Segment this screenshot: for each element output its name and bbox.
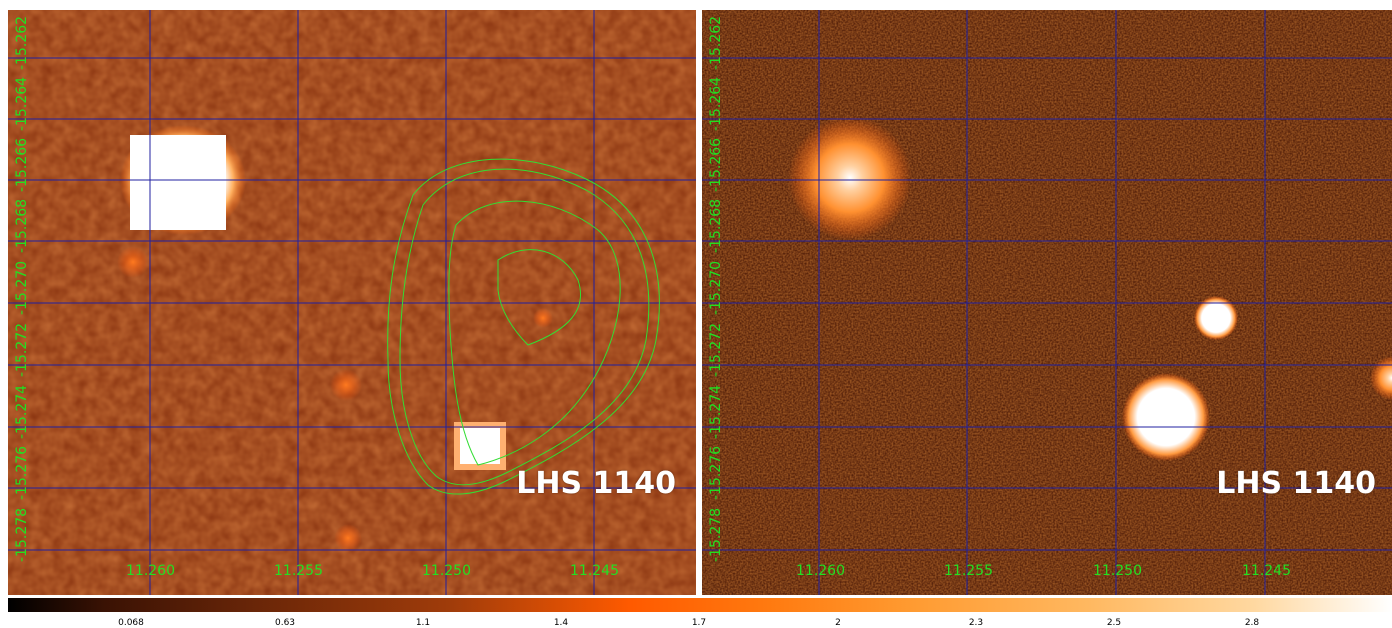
target-star — [1122, 373, 1210, 461]
galaxy-source — [788, 116, 912, 240]
dec-tick-label: -15.274 — [708, 384, 724, 439]
ra-tick-label: 11.260 — [126, 563, 175, 579]
target-name: LHS 1140 — [516, 466, 676, 501]
colorbar-tick-label: 2.5 — [1106, 618, 1122, 628]
dec-tick-label: -15.272 — [14, 322, 30, 377]
colorbar — [8, 598, 1392, 612]
dec-tick-label: -15.262 — [14, 15, 30, 70]
coordinate-grid — [702, 10, 1392, 595]
dec-tick-label: -15.270 — [14, 260, 30, 315]
right-image-canvas — [702, 10, 1392, 595]
dec-tick-label: -15.276 — [708, 445, 724, 500]
coordinate-grid — [8, 10, 696, 595]
ra-tick-label: 11.250 — [422, 563, 471, 579]
colorbar-tick-label: 2.8 — [1244, 618, 1260, 628]
dec-tick-label: -15.264 — [708, 76, 724, 131]
colorbar-tick-label: 1.1 — [415, 618, 431, 628]
ra-tick-label: 11.250 — [1093, 563, 1142, 579]
dec-tick-label: -15.278 — [708, 507, 724, 562]
colorbar-tick-label: 0.068 — [118, 618, 144, 628]
dec-tick-label: -15.274 — [14, 384, 30, 439]
colorbar-tick-label: 1.7 — [691, 618, 707, 628]
left-image-panel: -15.262 -15.264 -15.266 -15.268 -15.270 … — [8, 10, 696, 595]
right-image-panel: -15.262 -15.264 -15.266 -15.268 -15.270 … — [702, 10, 1392, 595]
dec-tick-label: -15.268 — [14, 198, 30, 253]
dec-tick-label: -15.270 — [708, 260, 724, 315]
left-image-canvas — [8, 10, 696, 595]
ra-tick-label: 11.255 — [274, 563, 323, 579]
dec-tick-label: -15.264 — [14, 76, 30, 131]
target-name: LHS 1140 — [1216, 466, 1376, 501]
contour-lines — [387, 158, 660, 495]
colorbar-tick-label: 0.63 — [274, 618, 296, 628]
dec-tick-label: -15.276 — [14, 445, 30, 500]
colorbar-tick-label: 1.4 — [553, 618, 569, 628]
ra-tick-label: 11.245 — [1242, 563, 1291, 579]
dec-tick-label: -15.262 — [708, 15, 724, 70]
dec-tick-label: -15.266 — [14, 137, 30, 192]
ra-tick-label: 11.260 — [796, 563, 845, 579]
colorbar-tick-label: 2.3 — [968, 618, 984, 628]
dec-tick-label: -15.278 — [14, 507, 30, 562]
dec-tick-label: -15.268 — [708, 198, 724, 253]
dec-tick-label: -15.266 — [708, 137, 724, 192]
colorbar-tick-label: 2 — [835, 618, 841, 628]
ra-tick-label: 11.255 — [944, 563, 993, 579]
dec-tick-label: -15.272 — [708, 322, 724, 377]
ra-tick-label: 11.245 — [570, 563, 619, 579]
